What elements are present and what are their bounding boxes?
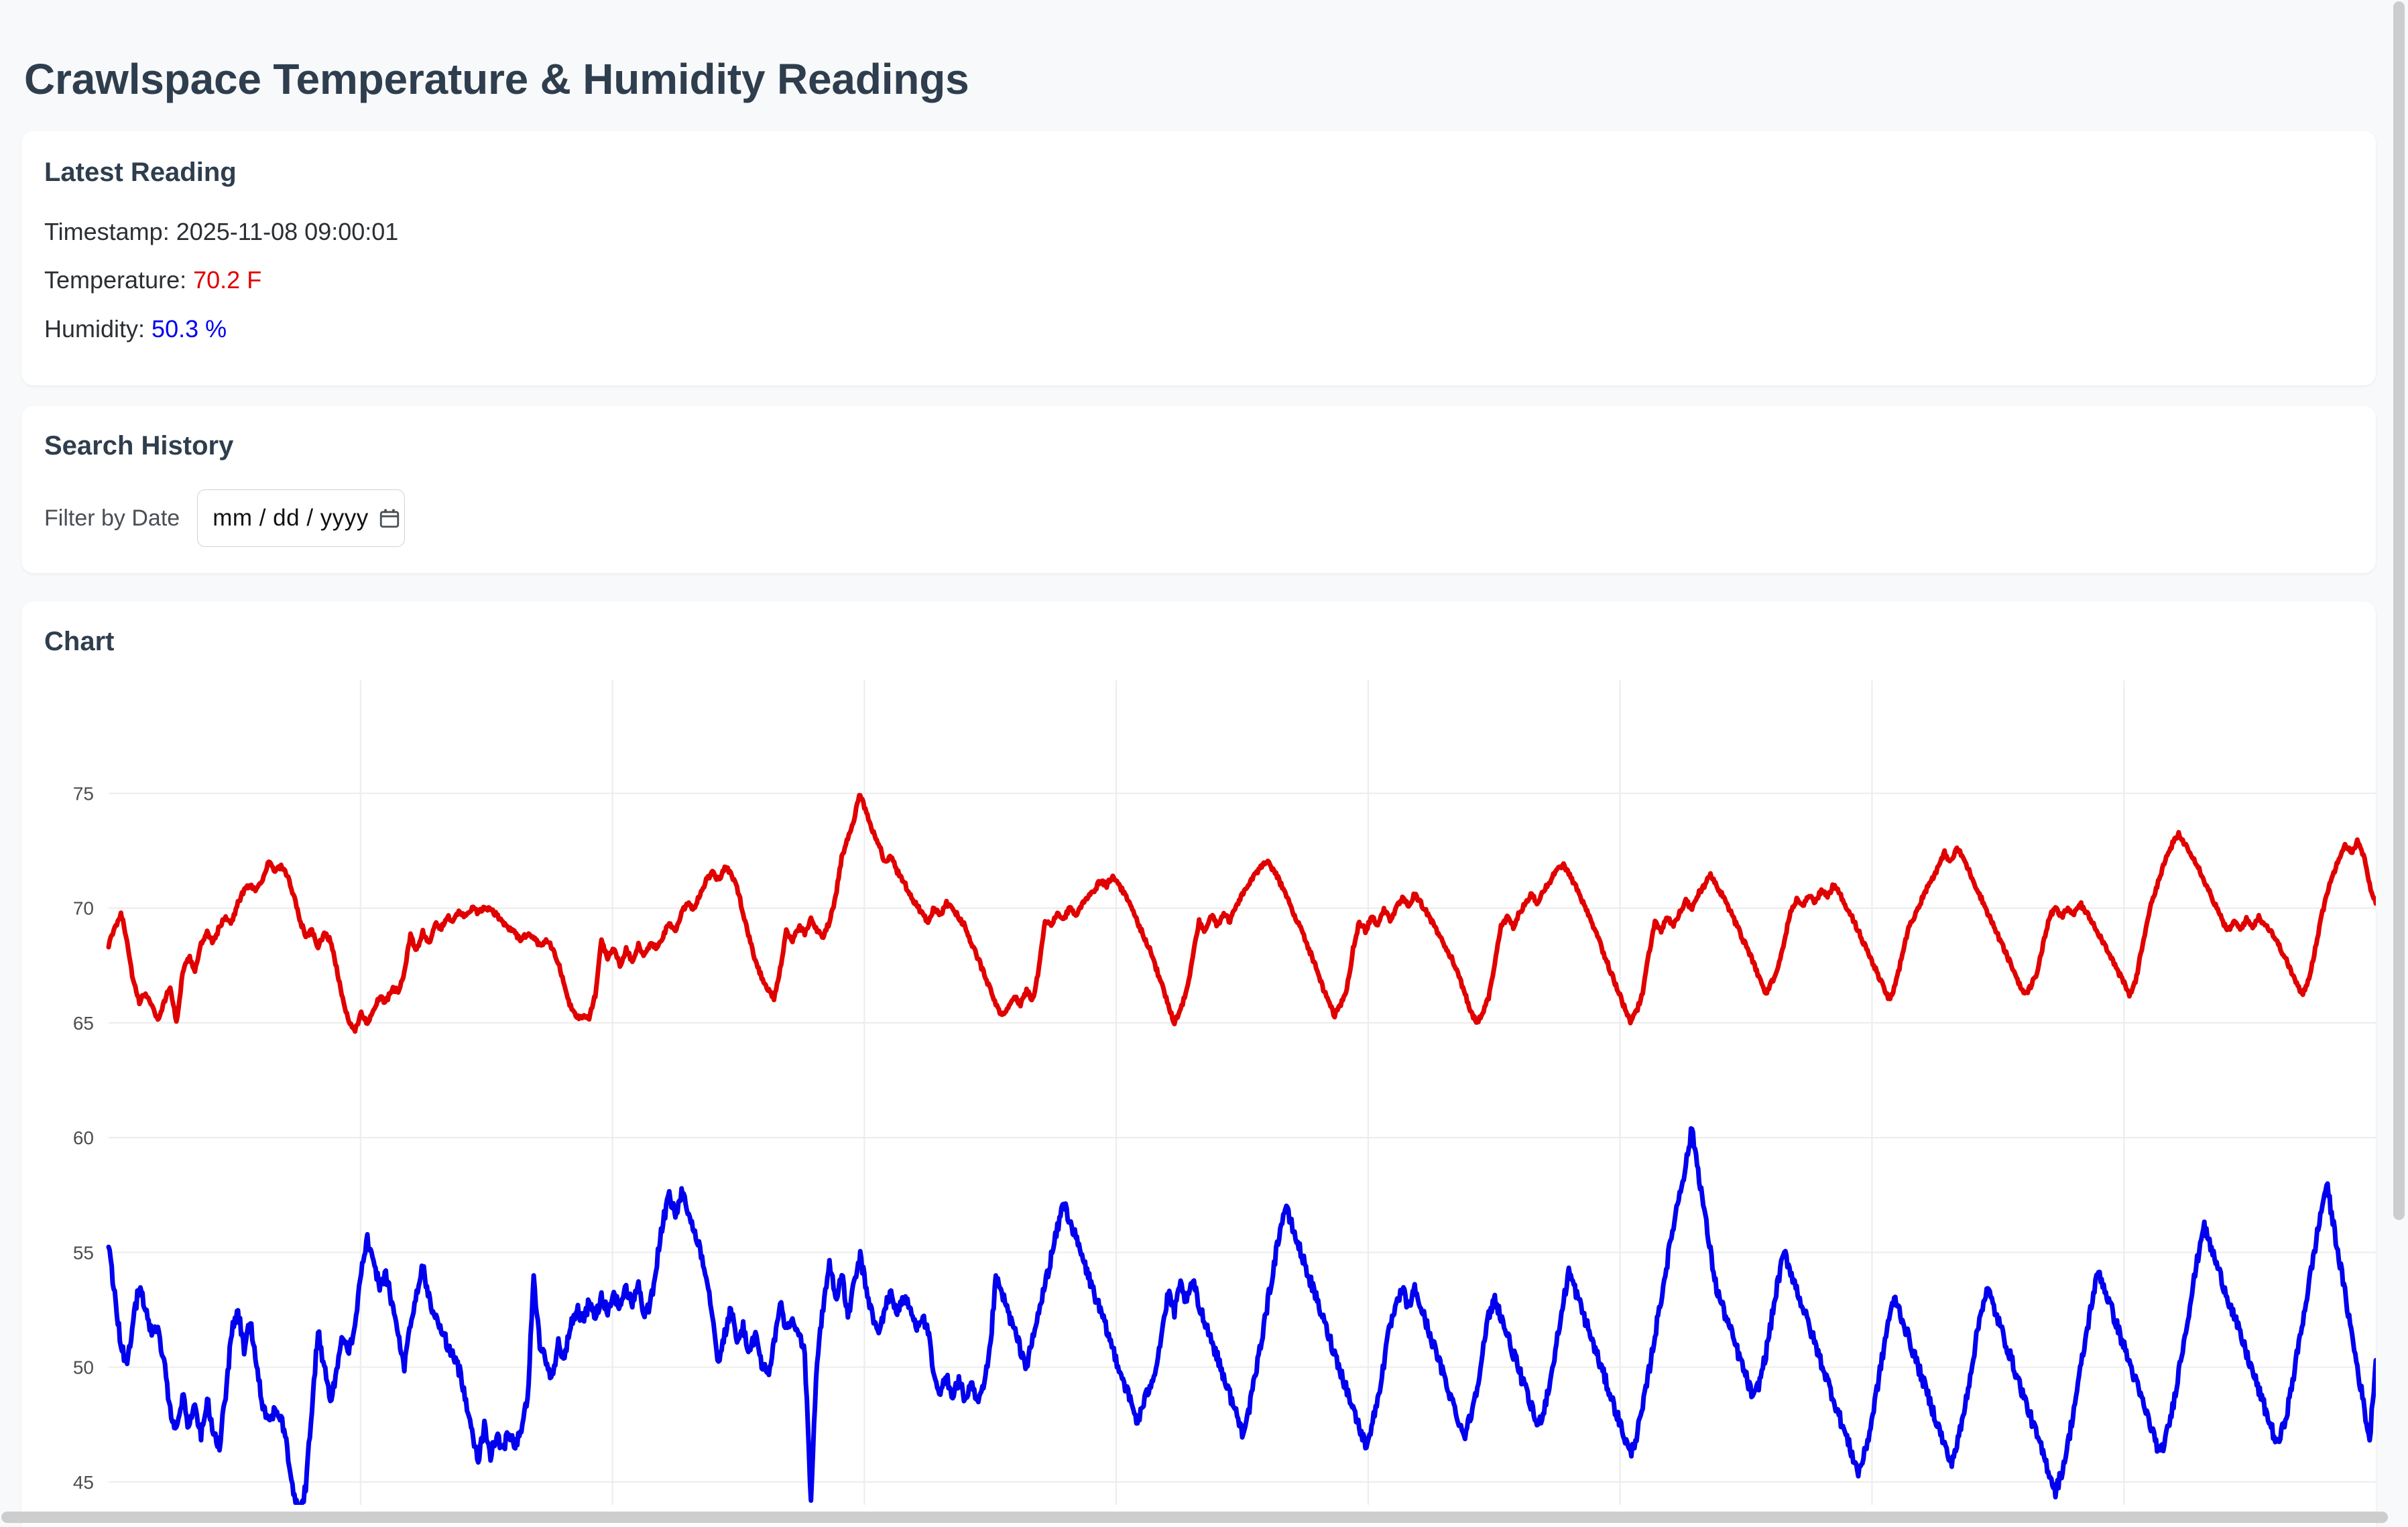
temperature-value: 70.2 F [193, 266, 262, 294]
latest-reading-heading: Latest Reading [44, 158, 237, 187]
filter-date-input[interactable]: mm / dd / yyyy [197, 489, 406, 547]
chart-heading: Chart [44, 627, 115, 656]
filter-by-date-label: Filter by Date [44, 505, 180, 531]
vertical-scrollbar[interactable] [2389, 0, 2408, 1527]
page-title: Crawlspace Temperature & Humidity Readin… [24, 54, 969, 103]
y-axis-tick-label: 75 [73, 783, 94, 804]
humidity-series-line [106, 1126, 2376, 1505]
temperature-series-line [106, 792, 2376, 1034]
vertical-scrollbar-thumb[interactable] [2393, 1, 2405, 1220]
horizontal-scrollbar[interactable] [0, 1508, 2408, 1527]
search-history-heading: Search History [44, 431, 234, 461]
temperature-label: Temperature: [44, 266, 187, 294]
humidity-value: 50.3 % [152, 315, 227, 343]
y-axis-tick-label: 50 [73, 1357, 94, 1378]
y-axis-tick-label: 55 [73, 1242, 94, 1263]
horizontal-scrollbar-thumb[interactable] [1, 1512, 2388, 1523]
latest-reading-temperature: Temperature: 70.2 F [44, 266, 261, 294]
y-axis-tick-label: 60 [73, 1127, 94, 1148]
humidity-label: Humidity: [44, 315, 145, 343]
chart-plot-area[interactable]: 75 70 65 60 55 50 45 [21, 680, 2376, 1505]
latest-reading-humidity: Humidity: 50.3 % [44, 315, 227, 343]
chart-card: Chart 75 70 65 60 55 50 45 [21, 601, 2376, 1527]
latest-reading-timestamp: Timestamp: 2025-11-08 09:00:01 [44, 218, 399, 245]
filter-row: Filter by Date mm / dd / yyyy [44, 489, 406, 547]
search-history-card: Search History Filter by Date mm / dd / … [21, 406, 2376, 573]
readings-line-chart[interactable]: 75 70 65 60 55 50 45 [21, 680, 2376, 1505]
calendar-icon[interactable] [378, 507, 401, 530]
y-axis-tick-label: 65 [73, 1013, 94, 1034]
y-axis-tick-label: 70 [73, 898, 94, 919]
latest-reading-card: Latest Reading Timestamp: 2025-11-08 09:… [21, 131, 2376, 385]
date-placeholder-text[interactable]: mm / dd / yyyy [213, 505, 369, 531]
y-axis-tick-label: 45 [73, 1472, 94, 1493]
